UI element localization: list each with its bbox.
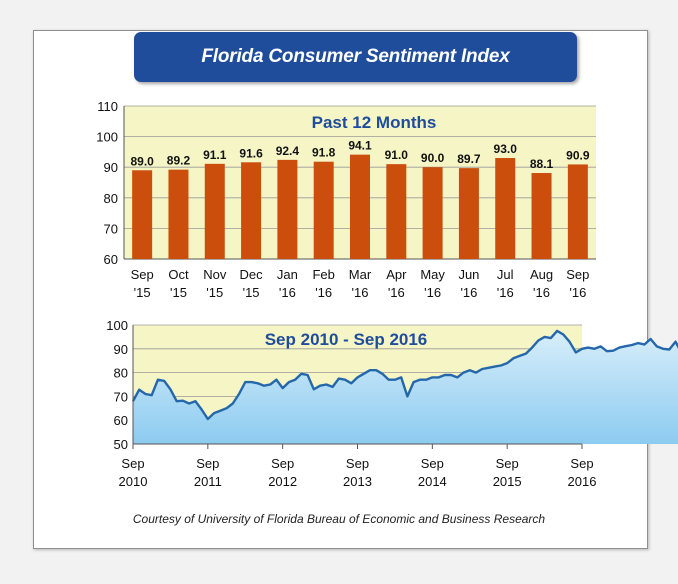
credit-text: Courtesy of University of Florida Bureau… [132,512,546,526]
bar-x-tick-label: Nov [203,267,227,282]
bar [350,154,370,259]
bar [132,170,153,259]
bar [531,173,552,259]
area-x-tick-label: Sep [271,456,294,471]
area-chart: 50 60 70 80 90 100 Sep 2010 Sep 2011 Sep 2012 Sep 201… [106,318,678,489]
bar-y-tick-label: 90 [104,160,118,175]
area-y-tick-label: 100 [106,318,128,333]
bar [458,168,479,259]
area-y-tick-label: 70 [114,389,128,404]
area-x-tick-label: 2015 [493,474,522,489]
area-y-tick-label: 60 [114,413,128,428]
bar-x-tick-label: Jun [458,267,479,282]
area-x-tick-label: Sep [121,456,144,471]
bar [495,158,516,259]
bar-data-label: 91.8 [312,146,336,160]
bar [241,162,262,259]
bar-x-tick-label: '16 [315,285,332,300]
area-x-tick-label: Sep [496,456,519,471]
bar-x-tick-label: Feb [312,267,334,282]
bar-data-label: 91.1 [203,148,227,162]
chart-title: Florida Consumer Sentiment Index [201,46,510,67]
bar-x-tick-label: '15 [206,285,223,300]
area-x-tick-label: 2011 [194,474,222,489]
area-x-tick-label: Sep [346,456,369,471]
area-x-tick-label: 2013 [343,474,372,489]
bar-x-tick-label: May [420,267,445,282]
bar-data-label: 89.2 [167,154,191,168]
bar-x-tick-label: '16 [352,285,369,300]
bar [422,167,443,259]
bar-x-tick-label: '16 [460,285,477,300]
area-y-tick-label: 90 [114,342,128,357]
bar-y-tick-label: 60 [104,252,118,267]
bar-x-tick-label: '16 [569,285,586,300]
area-x-tick-label: 2012 [268,474,297,489]
area-y-tick-label: 50 [114,437,128,452]
bar-data-label: 89.7 [457,152,481,166]
area-x-tick-label: 2010 [119,474,148,489]
bar-data-label: 92.4 [276,144,300,158]
bar-x-tick-label: Aug [530,267,553,282]
area-fill [133,330,678,444]
area-x-tick-label: Sep [570,456,593,471]
bar [204,163,225,259]
area-x-tick-label: 2014 [418,474,447,489]
bar-x-tick-label: '15 [134,285,151,300]
bar [168,169,189,259]
bar-x-tick-label: '16 [497,285,514,300]
bar-x-tick-label: Jan [277,267,298,282]
bar-x-tick-label: '16 [424,285,441,300]
bar-subtitle: Past 12 Months [312,113,437,132]
bar-data-label: 89.0 [130,154,154,168]
bar-x-tick-label: '15 [170,285,187,300]
bar-x-tick-label: '15 [243,285,260,300]
bar-x-tick-label: Apr [386,267,407,282]
title-banner: Florida Consumer Sentiment Index [134,32,577,82]
bar [567,164,588,259]
bar-data-label: 91.0 [385,148,409,162]
bar-x-tick-label: Sep [566,267,589,282]
bar-data-label: 90.0 [421,151,445,165]
bar-chart: 60 70 80 90 100 110 89.0 Sep '15 89.2 Oct '15 91.1 No… [96,99,596,300]
bar-data-label: 91.6 [239,146,263,160]
area-x-tick-label: 2016 [568,474,597,489]
bar-x-tick-label: Dec [240,267,264,282]
bar-data-label: 93.0 [494,142,518,156]
bar-x-tick-label: '16 [533,285,550,300]
area-x-tick-label: Sep [196,456,219,471]
area-x-tick-label: Sep [421,456,444,471]
area-subtitle: Sep 2010 - Sep 2016 [265,330,428,349]
bar-data-label: 90.9 [566,148,590,162]
bar-y-tick-label: 100 [96,130,118,145]
bar-x-tick-label: Mar [349,267,372,282]
bar [313,161,334,259]
bar-data-label: 94.1 [348,139,372,153]
bar-y-tick-label: 70 [104,221,118,236]
bar-data-label: 88.1 [530,157,554,171]
bar [386,164,407,259]
bar-y-tick-label: 110 [97,99,118,114]
bar-x-tick-label: '16 [388,285,405,300]
bar-y-tick-label: 80 [104,191,118,206]
bar [277,159,298,259]
bar-x-tick-label: '16 [279,285,296,300]
bar-x-tick-label: Sep [131,267,154,282]
bar-x-tick-label: Oct [168,267,189,282]
area-y-tick-label: 80 [114,366,128,381]
area-series-line [131,329,678,421]
bar-x-tick-label: Jul [497,267,514,282]
